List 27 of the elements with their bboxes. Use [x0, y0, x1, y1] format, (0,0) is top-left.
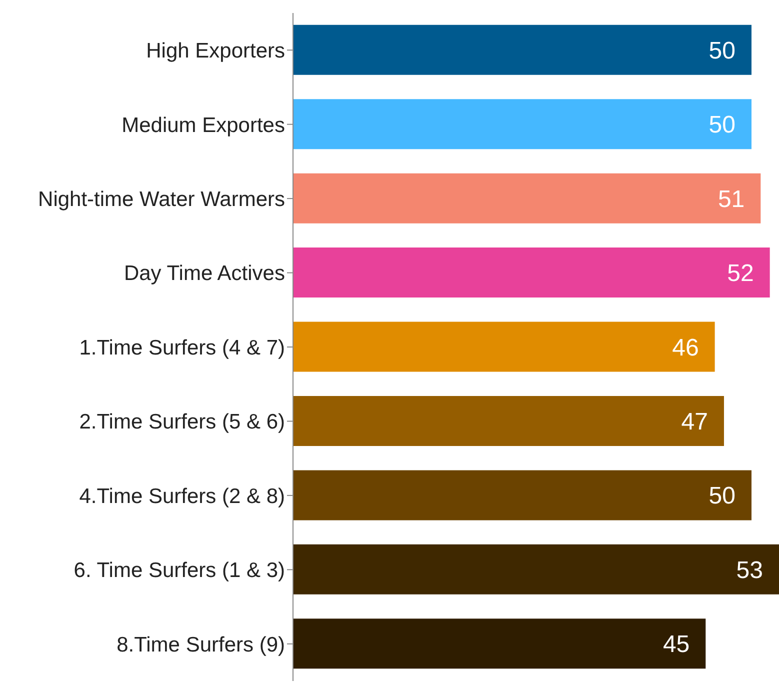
data-label: 53 — [736, 556, 763, 584]
y-tick-label: Night-time Water Warmers — [38, 188, 285, 212]
bar — [293, 99, 752, 150]
data-label: 50 — [708, 482, 736, 510]
data-label: 47 — [681, 408, 708, 436]
y-tick-label: 6. Time Surfers (1 & 3) — [74, 559, 285, 582]
data-label: 45 — [662, 631, 690, 658]
bar — [293, 24, 752, 75]
y-tick-label: 8.Time Surfers (9) — [116, 633, 285, 656]
data-label: 51 — [718, 186, 745, 213]
bar — [293, 322, 715, 372]
y-tick-label: Medium Exportes — [122, 114, 285, 137]
data-label: 46 — [672, 334, 699, 362]
y-tick-label: 2.Time Surfers (5 & 6) — [79, 410, 285, 434]
y-tick-label: 4.Time Surfers (2 & 8) — [79, 484, 285, 508]
y-tick-label: High Exporters — [146, 40, 285, 63]
data-label: 50 — [708, 37, 736, 64]
data-label: 52 — [727, 260, 754, 288]
bar — [293, 470, 752, 520]
y-tick-label: 1.Time Surfers (4 & 7) — [79, 336, 285, 360]
bar — [293, 396, 724, 446]
bar — [293, 618, 706, 669]
y-tick-label: Day Time Actives — [124, 262, 285, 286]
bar — [293, 173, 761, 224]
data-label: 50 — [708, 112, 736, 139]
bar — [293, 544, 779, 594]
bar — [293, 248, 770, 298]
